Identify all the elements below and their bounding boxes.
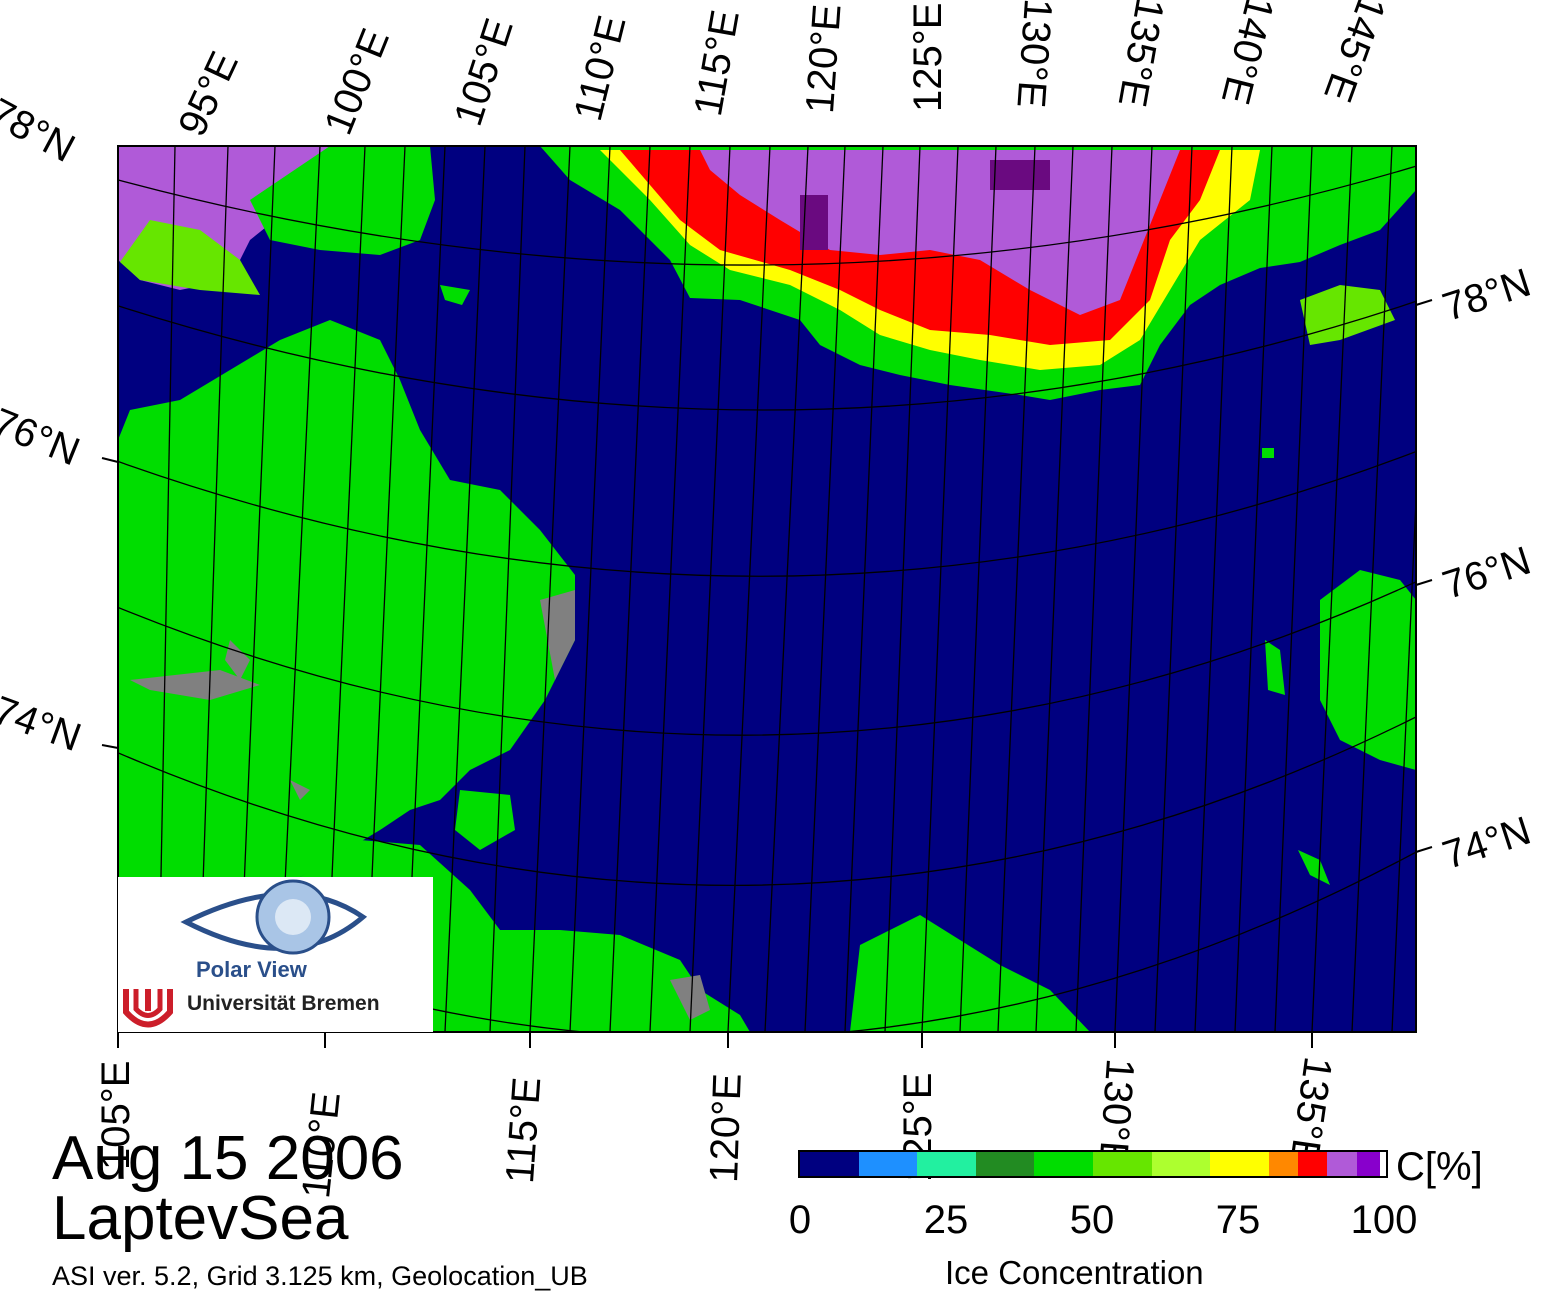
colorbar-tick: 25 <box>923 1198 969 1242</box>
colorbar-segment <box>917 1152 976 1176</box>
severnaya-zemlya-island <box>250 146 435 255</box>
sea-ice-purple <box>700 150 1180 315</box>
small-island <box>440 285 470 305</box>
tick-marks <box>101 299 1433 1048</box>
colorbar-tick: 0 <box>788 1198 812 1242</box>
sea-ice-northwest-green <box>120 220 260 295</box>
polar-view-logo <box>118 877 433 1032</box>
small-island-southeast <box>1298 850 1330 885</box>
colorbar-segment <box>1268 1152 1299 1176</box>
colorbar-tick: 100 <box>1350 1198 1418 1242</box>
region-name: LaptevSea <box>52 1184 349 1253</box>
colorbar-title: Ice Concentration <box>945 1254 1204 1291</box>
map-date: Aug 15 2006 <box>52 1124 404 1193</box>
colorbar-segment <box>1298 1152 1328 1176</box>
bottom-lon-label: 115°E <box>498 1075 550 1185</box>
land-gray-patch <box>290 780 310 800</box>
land-gray-patch <box>130 670 260 700</box>
sea-ice-dark <box>990 160 1050 190</box>
bremen-emblem-icon <box>122 987 178 1029</box>
colorbar-unit: C[%] <box>1396 1145 1483 1189</box>
top-lon-label: 125°E <box>906 2 950 112</box>
colorbar-segment <box>975 1152 1035 1176</box>
top-lon-label: 120°E <box>798 2 850 115</box>
land-gray-patch <box>670 975 710 1020</box>
colorbar-segment <box>1210 1152 1269 1176</box>
colorbar-segment <box>858 1152 918 1176</box>
logo-title: Polar View <box>196 957 307 982</box>
small-ice-patch <box>1262 448 1274 458</box>
south-cape-land <box>850 915 1090 1032</box>
logo-institution: Universität Bremen <box>187 992 380 1015</box>
colorbar-segment <box>1151 1152 1211 1176</box>
island-south <box>455 790 515 850</box>
colorbar-segment <box>1092 1152 1152 1176</box>
eye-logo-icon <box>122 879 368 1029</box>
ice-concentration-colorbar <box>798 1150 1388 1178</box>
small-island-east <box>1265 640 1285 695</box>
top-lon-label: 130°E <box>1008 0 1060 110</box>
taymyr-land <box>118 320 575 877</box>
colorbar-segment <box>1356 1152 1381 1176</box>
colorbar-segment <box>1380 1152 1386 1176</box>
colorbar-segment <box>1327 1152 1357 1176</box>
map-frame <box>117 145 1417 1033</box>
colorbar-tick: 75 <box>1215 1198 1261 1242</box>
processing-info: ASI ver. 5.2, Grid 3.125 km, Geolocation… <box>52 1261 588 1291</box>
colorbar-segment <box>800 1152 859 1176</box>
colorbar-segment <box>1034 1152 1093 1176</box>
colorbar-tick: 50 <box>1069 1198 1115 1242</box>
bottom-lon-label: 120°E <box>702 1072 750 1184</box>
